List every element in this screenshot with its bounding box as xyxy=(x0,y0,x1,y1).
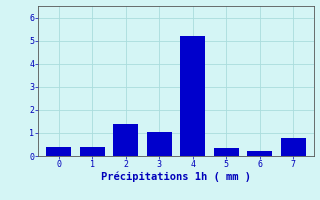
Bar xyxy=(180,36,205,156)
Bar xyxy=(46,147,71,156)
Bar xyxy=(79,147,105,156)
Bar xyxy=(247,151,273,156)
Bar xyxy=(281,138,306,156)
X-axis label: Précipitations 1h ( mm ): Précipitations 1h ( mm ) xyxy=(101,172,251,182)
Bar xyxy=(214,148,239,156)
Bar xyxy=(113,124,138,156)
Bar xyxy=(147,132,172,156)
